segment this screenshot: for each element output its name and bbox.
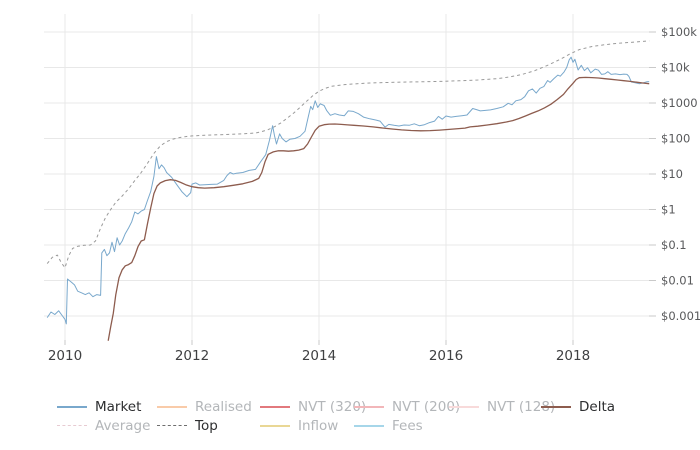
legend-item-realised[interactable]: Realised (157, 398, 252, 415)
legend-swatch-market (57, 405, 87, 408)
y-axis-labels: $100k $10k $1000 $100 $10 $1 $0.1 $0.01 $0.001 (661, 25, 700, 323)
legend-label: NVT (128) (487, 398, 556, 415)
legend-swatch-top (157, 425, 187, 426)
y-tick-label: $10k (661, 61, 690, 75)
legend-label: Delta (579, 398, 616, 415)
legend-swatch-realised (157, 405, 187, 408)
series-line-delta (107, 76, 650, 341)
y-tick-label: $0.01 (661, 274, 694, 288)
legend-item-market[interactable]: Market (57, 398, 141, 415)
legend-item-inflow[interactable]: Inflow (260, 417, 338, 434)
legend-label: Market (95, 398, 142, 415)
legend-swatch-nvt-200 (354, 405, 384, 408)
legend-item-fees[interactable]: Fees (354, 417, 423, 434)
x-tick-label: 2012 (175, 348, 209, 364)
legend-label: Inflow (298, 417, 339, 434)
legend-label: Average (95, 417, 151, 434)
x-tick-label: 2018 (556, 348, 590, 364)
legend-label: NVT (320) (298, 398, 367, 415)
chart-plot-area[interactable]: $100k $10k $1000 $100 $10 $1 $0.1 $0.01 $0.001 20… (0, 0, 700, 385)
legend-swatch-fees (354, 424, 384, 427)
legend-item-top[interactable]: Top (157, 417, 218, 434)
axis-ticks (64, 31, 656, 345)
legend-label: NVT (200) (392, 398, 461, 415)
legend-swatch-inflow (260, 424, 290, 427)
legend-item-delta[interactable]: Delta (541, 398, 615, 415)
x-tick-label: 2010 (48, 348, 82, 364)
series-line-market (46, 56, 650, 325)
legend-swatch-average (57, 425, 87, 426)
legend-item-nvt-128[interactable]: NVT (128) (449, 398, 555, 415)
legend-item-average[interactable]: Average (57, 417, 150, 434)
legend-label: Fees (392, 417, 423, 434)
legend-item-nvt-320[interactable]: NVT (320) (260, 398, 366, 415)
y-tick-label: $1000 (661, 96, 698, 110)
x-tick-label: 2016 (429, 348, 463, 364)
legend-swatch-nvt-320 (260, 405, 290, 408)
legend-label: Realised (195, 398, 252, 415)
y-tick-label: $0.1 (661, 238, 687, 252)
series-lines (46, 40, 650, 341)
y-tick-label: $100k (661, 25, 697, 39)
y-tick-label: $1 (661, 203, 676, 217)
series-line-top (46, 40, 650, 269)
y-tick-label: $0.001 (661, 309, 700, 323)
gridlines (44, 14, 649, 340)
legend-item-nvt-200[interactable]: NVT (200) (354, 398, 460, 415)
legend-swatch-delta (541, 405, 571, 408)
legend-label: Top (195, 417, 218, 434)
x-tick-label: 2014 (302, 348, 336, 364)
y-tick-label: $10 (661, 167, 683, 181)
legend-swatch-nvt-128 (449, 405, 479, 408)
x-axis-labels: 2010 2012 2014 2016 2018 (48, 348, 590, 364)
y-tick-label: $100 (661, 132, 690, 146)
